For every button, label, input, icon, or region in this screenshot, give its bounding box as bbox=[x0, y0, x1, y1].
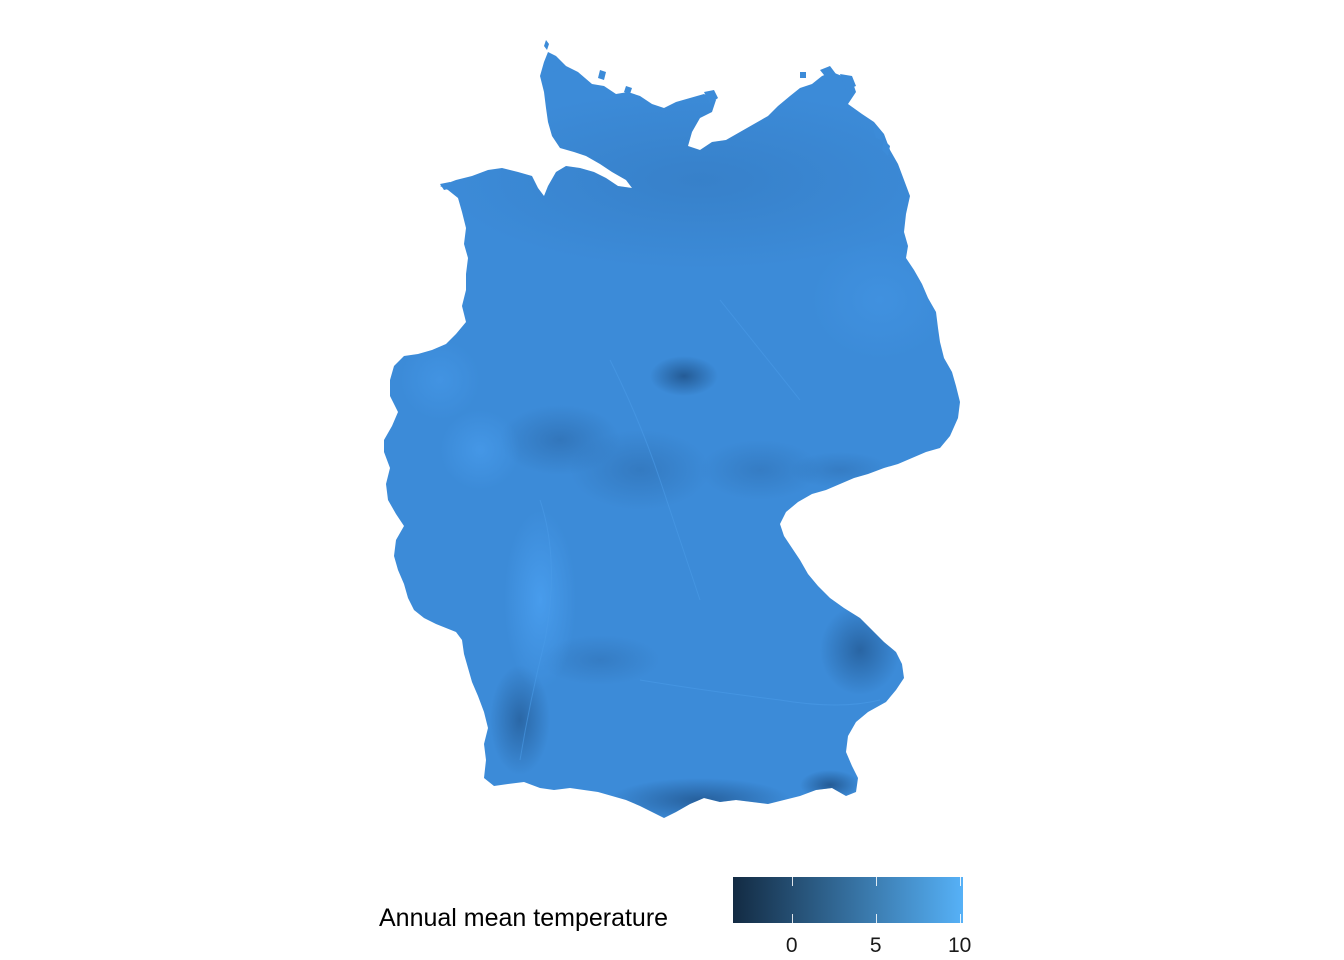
legend-tick-mark bbox=[959, 914, 961, 923]
legend-tick-mark bbox=[875, 877, 877, 886]
legend-tick-mark bbox=[791, 877, 793, 886]
legend-tick-mark bbox=[791, 914, 793, 923]
legend-tick-mark bbox=[959, 877, 961, 886]
legend-tick-mark bbox=[875, 914, 877, 923]
legend-tick-label: 0 bbox=[785, 934, 798, 957]
legend-tick-label: 5 bbox=[869, 934, 882, 957]
legend-tick-label: 10 bbox=[947, 934, 972, 957]
coastal-islands bbox=[440, 40, 890, 190]
legend-colorbar bbox=[733, 877, 963, 923]
legend-title: Annual mean temperature bbox=[379, 904, 669, 932]
rivers bbox=[519, 299, 881, 761]
